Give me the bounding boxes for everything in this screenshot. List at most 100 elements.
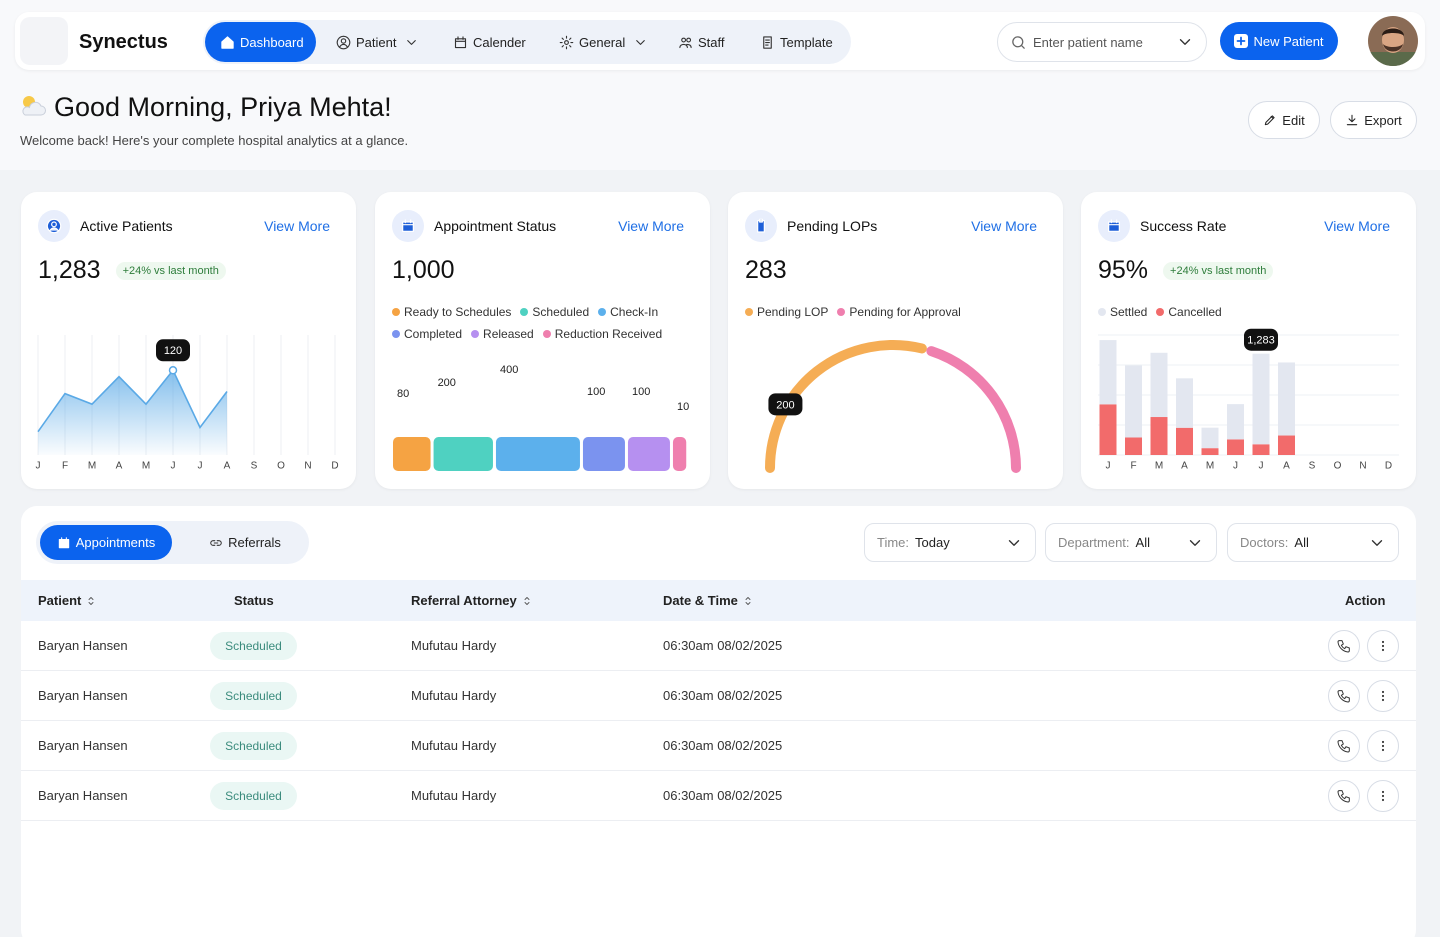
action-button[interactable]	[1367, 630, 1399, 662]
change-chip: +24% vs last month	[115, 261, 226, 280]
x-tick-label: A	[116, 461, 123, 472]
legend-label: Ready to Schedules	[404, 305, 512, 319]
action-button[interactable]	[1328, 680, 1360, 712]
table-row: Baryan Hansen Scheduled Mufutau Hardy 06:30…	[21, 621, 1416, 671]
x-tick-label: N	[304, 461, 311, 472]
data-label-box	[1244, 328, 1278, 351]
x-tick-label: A	[224, 461, 231, 472]
gauge-arc	[926, 346, 1021, 473]
brand: Synectus	[79, 31, 168, 53]
icon-sort	[524, 596, 530, 605]
x-tick-label: N	[1359, 461, 1366, 472]
icon-download	[1347, 114, 1358, 126]
icon-path	[88, 596, 94, 605]
icon-path	[58, 536, 69, 548]
card-title: Pending LOPs	[787, 218, 878, 234]
nav-item[interactable]: General	[549, 22, 657, 62]
data-label: 120	[164, 345, 182, 357]
filter-dropdown[interactable]: Department: All	[1045, 523, 1217, 562]
column-header[interactable]: Referral Attorney	[411, 580, 533, 621]
nav-label: Dashboard	[240, 34, 304, 50]
nav-item[interactable]: Calender	[443, 22, 541, 62]
filter-value: Today	[915, 535, 950, 550]
change-chip: +24% vs last month	[1163, 261, 1274, 280]
x-tick-label: S	[251, 461, 258, 472]
attorney-name: Mufutau Hardy	[411, 788, 497, 803]
action-button[interactable]	[1328, 730, 1360, 762]
tab[interactable]: Appointments	[40, 525, 172, 560]
new-patient-button[interactable]: New Patient	[1220, 22, 1338, 60]
legend: Settled Cancelled	[1098, 305, 1222, 327]
action-button[interactable]	[1328, 780, 1360, 812]
avatar-image	[1368, 16, 1418, 66]
segment	[582, 437, 625, 471]
filter-dropdown[interactable]: Doctors: All	[1227, 523, 1399, 562]
icon-phone	[1337, 790, 1350, 803]
bar-segment	[1099, 404, 1117, 455]
legend-swatch	[1098, 308, 1106, 316]
header-action-button[interactable]: Edit	[1248, 101, 1320, 139]
segment	[393, 437, 431, 471]
data-label: 1,283	[1247, 335, 1275, 347]
view-more-link[interactable]: View More	[1324, 218, 1390, 234]
nav-item[interactable]: Template	[750, 22, 842, 62]
date-time: 06:30am 08/02/2025	[663, 638, 783, 653]
icon-chevron	[1008, 539, 1020, 546]
date-time: 06:30am 08/02/2025	[663, 688, 783, 703]
nav-item[interactable]: Staff	[668, 22, 740, 62]
icon-path	[1012, 35, 1025, 49]
action-button[interactable]	[1328, 630, 1360, 662]
x-tick-label: M	[88, 461, 96, 472]
card-icon	[38, 210, 70, 242]
date-time: 06:30am 08/02/2025	[663, 738, 783, 753]
icon-calendar	[1108, 219, 1120, 232]
x-tick-label: J	[1106, 461, 1111, 472]
legend-swatch	[392, 308, 400, 316]
status-pill: Scheduled	[210, 682, 297, 710]
icon-phone	[1337, 640, 1350, 653]
card-value: 95%	[1098, 256, 1149, 284]
search-placeholder: Enter patient name	[1033, 34, 1143, 50]
card-value: 1,000	[392, 256, 455, 284]
icon-path	[221, 35, 234, 49]
search-box[interactable]: Enter patient name	[997, 22, 1207, 62]
view-more-link[interactable]: View More	[618, 218, 684, 234]
legend-row: Ready to Schedules Scheduled Check-In	[392, 305, 662, 319]
header-action-button[interactable]: Export	[1330, 101, 1417, 139]
column-header[interactable]: Date & Time	[663, 580, 754, 621]
nav-item[interactable]: Patient	[326, 22, 426, 62]
column-header[interactable]: Patient	[38, 580, 97, 621]
action-button[interactable]	[1367, 780, 1399, 812]
bar-segment	[1150, 417, 1168, 455]
date-time: 06:30am 08/02/2025	[663, 788, 783, 803]
view-more-link[interactable]: View More	[971, 218, 1037, 234]
legend-swatch	[392, 330, 400, 338]
card-value: 1,283	[38, 256, 101, 284]
legend-item: Check-In	[598, 305, 658, 319]
filter-label: Department:	[1058, 535, 1130, 550]
greeting: Good Morning, Priya Mehta!	[54, 92, 392, 122]
icon-calendar	[454, 35, 467, 48]
x-tick-label: F	[1130, 461, 1136, 472]
legend-item: Cancelled	[1156, 305, 1222, 319]
filter-dropdown[interactable]: Time: Today	[864, 523, 1036, 562]
x-tick-label: O	[277, 461, 285, 472]
bar-segment	[1201, 448, 1219, 455]
subtitle: Welcome back! Here's your complete hospi…	[20, 133, 409, 148]
legend-label: Cancelled	[1168, 305, 1222, 319]
icon-user	[336, 35, 351, 49]
view-more-link[interactable]: View More	[264, 218, 330, 234]
action-button[interactable]	[1367, 680, 1399, 712]
stat-card: Success Rate View More 95% +24% vs last mon…	[1081, 192, 1416, 489]
segment-label: 10	[677, 401, 689, 413]
nav-item[interactable]: Dashboard	[205, 22, 316, 62]
avatar[interactable]	[1368, 16, 1418, 66]
icon-gear	[559, 35, 574, 49]
nav-label: General	[579, 34, 626, 50]
icon-sort	[745, 596, 751, 605]
tab[interactable]: Referrals	[190, 525, 300, 560]
data-label-box	[156, 339, 190, 362]
action-button[interactable]	[1367, 730, 1399, 762]
card-value: 283	[745, 256, 787, 284]
legend-swatch	[542, 330, 551, 338]
